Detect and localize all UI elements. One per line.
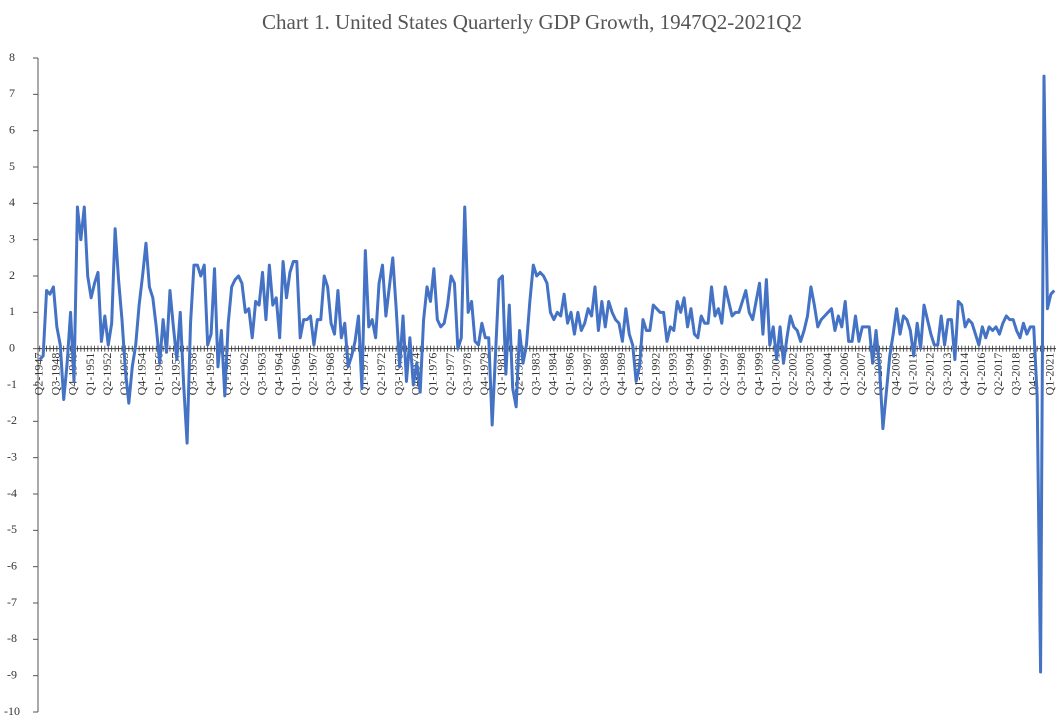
x-tick-label: Q3-1988 xyxy=(597,353,611,396)
x-tick-label: Q3-1963 xyxy=(254,353,268,396)
x-tick-label: Q2-1947 xyxy=(31,353,45,396)
x-tick-label: Q2-1992 xyxy=(648,353,662,396)
x-tick-label: Q3-2013 xyxy=(940,353,954,396)
y-tick-label: -8 xyxy=(7,631,17,645)
x-tick-label: Q3-2003 xyxy=(803,353,817,396)
x-tick-label: Q2-1957 xyxy=(169,353,183,396)
x-tick-label: Q3-2018 xyxy=(1008,353,1022,396)
y-tick-label: -5 xyxy=(7,522,17,536)
x-tick-label: Q2-1987 xyxy=(580,353,594,396)
x-tick-label: Q4-1979 xyxy=(477,353,491,396)
y-tick-label: -10 xyxy=(4,704,20,718)
x-tick-label: Q1-2011 xyxy=(906,353,920,395)
y-tick-label: 8 xyxy=(9,50,15,64)
x-tick-label: Q4-1964 xyxy=(271,353,285,396)
x-tick-label: Q3-1973 xyxy=(391,353,405,396)
x-tick-label: Q4-2004 xyxy=(820,353,834,396)
x-tick-label: Q2-1962 xyxy=(237,353,251,396)
x-tick-label: Q3-1993 xyxy=(666,353,680,396)
x-tick-label: Q4-1999 xyxy=(751,353,765,396)
y-tick-label: -6 xyxy=(7,558,17,572)
y-tick-label: 4 xyxy=(9,195,15,209)
x-tick-label: Q1-2006 xyxy=(837,353,851,396)
y-tick-label: -2 xyxy=(7,413,17,427)
x-tick-label: Q1-1976 xyxy=(426,353,440,396)
x-tick-label: Q3-1998 xyxy=(734,353,748,396)
x-tick-label: Q3-1983 xyxy=(528,353,542,396)
y-tick-label: 7 xyxy=(9,86,15,100)
x-tick-label: Q4-1984 xyxy=(546,353,560,396)
y-tick-label: 1 xyxy=(9,304,15,318)
x-tick-label: Q1-1966 xyxy=(289,353,303,396)
x-tick-label: Q1-1951 xyxy=(83,353,97,396)
x-tick-label: Q1-1996 xyxy=(700,353,714,396)
x-tick-label: Q3-1978 xyxy=(460,353,474,396)
x-tick-label: Q3-1968 xyxy=(323,353,337,396)
x-tick-label: Q4-1989 xyxy=(614,353,628,396)
y-tick-label: 5 xyxy=(9,159,15,173)
x-tick-label: Q4-2009 xyxy=(888,353,902,396)
y-tick-label: 2 xyxy=(9,268,15,282)
chart-title: Chart 1. United States Quarterly GDP Gro… xyxy=(262,10,802,34)
x-tick-label: Q2-2012 xyxy=(923,353,937,396)
x-tick-label: Q1-2001 xyxy=(768,353,782,396)
y-tick-label: -1 xyxy=(7,377,17,391)
y-tick-label: 0 xyxy=(9,340,15,354)
x-tick-label: Q2-1967 xyxy=(306,353,320,396)
x-tick-label: Q3-1948 xyxy=(49,353,63,396)
x-tick-label: Q2-2002 xyxy=(786,353,800,396)
x-tick-label: Q1-2016 xyxy=(974,353,988,396)
y-tick-label: 6 xyxy=(9,122,15,136)
x-tick-label: Q4-1954 xyxy=(134,353,148,396)
x-tick-label: Q1-1956 xyxy=(151,353,165,396)
x-tick-label: Q2-1972 xyxy=(374,353,388,396)
x-tick-label: Q4-2014 xyxy=(957,353,971,396)
y-tick-label: 3 xyxy=(9,231,15,245)
y-tick-label: -4 xyxy=(7,486,17,500)
x-tick-label: Q2-1952 xyxy=(100,353,114,396)
x-tick-label: Q2-2007 xyxy=(854,353,868,396)
y-tick-label: -9 xyxy=(7,667,17,681)
x-tick-label: Q4-1994 xyxy=(683,353,697,396)
x-tick-label: Q1-2021 xyxy=(1043,353,1057,396)
x-tick-label: Q1-1986 xyxy=(563,353,577,396)
y-tick-label: -3 xyxy=(7,449,17,463)
y-tick-label: -7 xyxy=(7,595,17,609)
x-tick-label: Q2-2017 xyxy=(991,353,1005,396)
x-tick-label: Q2-1977 xyxy=(443,353,457,396)
data-line xyxy=(38,74,1056,674)
x-tick-label: Q2-1997 xyxy=(717,353,731,396)
x-tick-label: Q4-1959 xyxy=(203,353,217,396)
